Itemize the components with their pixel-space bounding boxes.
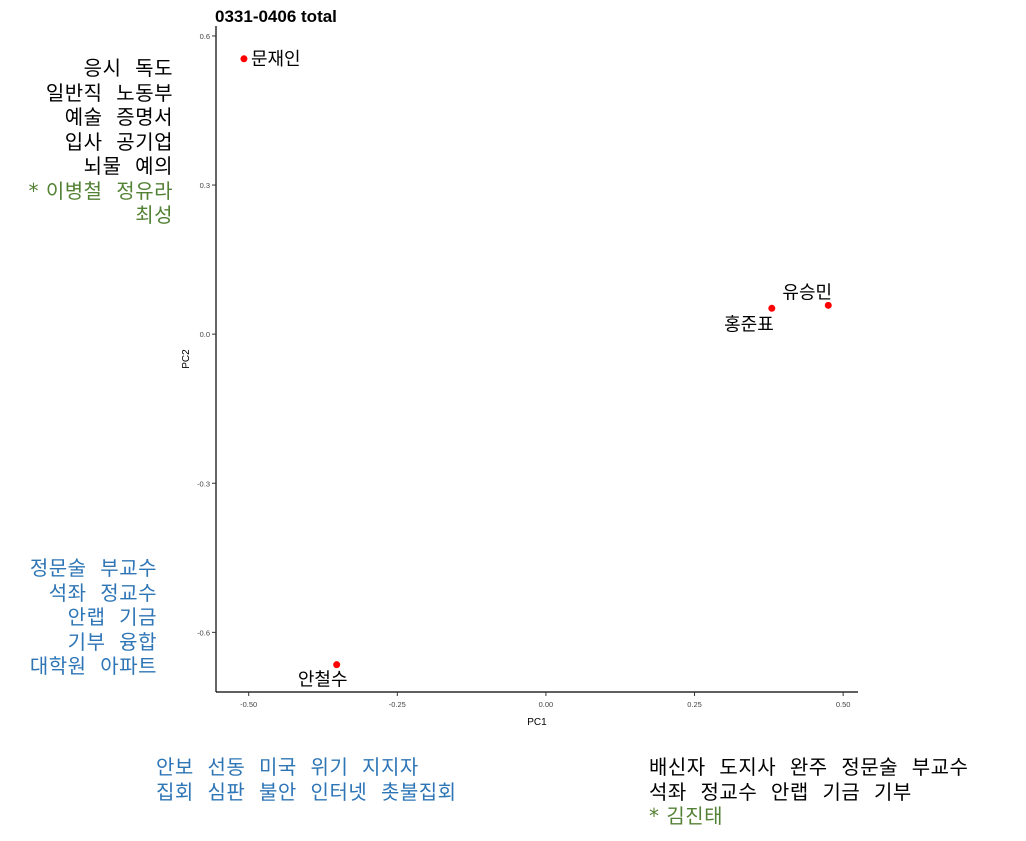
note-line: 기부 융합 (67, 629, 157, 654)
y-axis-ticks: -0.6 -0.3 0.0 0.3 0.6 (197, 32, 216, 637)
x-tick-label: 0.25 (687, 700, 702, 709)
notes-top-left: 응시 독도 일반직 노동부 예술 증명서 입사 공기업 뇌물 예의 * 이병철 정유라 최성 (29, 56, 173, 228)
note-line: 입사 공기업 (64, 129, 173, 154)
x-tick-label: 0.50 (836, 700, 851, 709)
y-tick-label: 0.6 (200, 32, 210, 41)
y-axis-label: PC2 (181, 349, 192, 369)
note-line: 일반직 노동부 (45, 80, 173, 105)
x-tick-label: 0.00 (539, 700, 554, 709)
x-tick-label: -0.25 (389, 700, 406, 709)
x-axis-label: PC1 (527, 717, 547, 728)
note-line: 안보 선동 미국 위기 지지자 (156, 755, 419, 779)
note-line: 석좌 정교수 (48, 580, 157, 605)
note-line: 응시 독도 (83, 56, 173, 80)
note-line: 석좌 정교수 안랩 기금 기부 (649, 779, 912, 804)
data-point-label: 안철수 (298, 670, 348, 691)
notes-bottom-right: 배신자 도지사 완주 정문술 부교수 석좌 정교수 안랩 기금 기부 * 김진태 (649, 755, 968, 829)
data-point-label: 유승민 (782, 282, 832, 303)
note-line: 대학원 아파트 (29, 654, 157, 678)
note-line: 배신자 도지사 완주 정문술 부교수 (649, 755, 969, 779)
data-point (240, 55, 248, 63)
y-tick-label: -0.6 (197, 628, 210, 637)
note-line: 집회 심판 불안 인터넷 촛불집회 (156, 779, 457, 804)
note-line: * 김진태 (649, 804, 724, 828)
notes-bottom-center: 안보 선동 미국 위기 지지자 집회 심판 불안 인터넷 촛불집회 (156, 755, 457, 804)
note-line: 안랩 기금 (67, 605, 157, 629)
note-line: 최성 (135, 203, 173, 227)
y-tick-label: 0.0 (200, 330, 210, 339)
y-tick-label: 0.3 (200, 181, 210, 190)
data-point-label: 홍준표 (724, 314, 774, 335)
data-point-label: 문재인 (251, 49, 301, 70)
note-line: 뇌물 예의 (83, 154, 173, 178)
y-tick-label: -0.3 (197, 479, 210, 488)
x-tick-label: -0.50 (240, 700, 257, 709)
note-line: 정문술 부교수 (29, 556, 157, 580)
notes-mid-left: 정문술 부교수 석좌 정교수 안랩 기금 기부 융합 대학원 아파트 (30, 556, 157, 679)
data-point (768, 304, 776, 312)
data-point (824, 301, 832, 309)
note-line: * 이병철 정유라 (28, 178, 173, 203)
x-axis-ticks: -0.50 -0.25 0.00 0.25 0.50 (240, 692, 850, 709)
data-point (333, 661, 341, 669)
chart-title: 0331-0406 total (215, 7, 337, 26)
note-line: 예술 증명서 (64, 105, 173, 129)
